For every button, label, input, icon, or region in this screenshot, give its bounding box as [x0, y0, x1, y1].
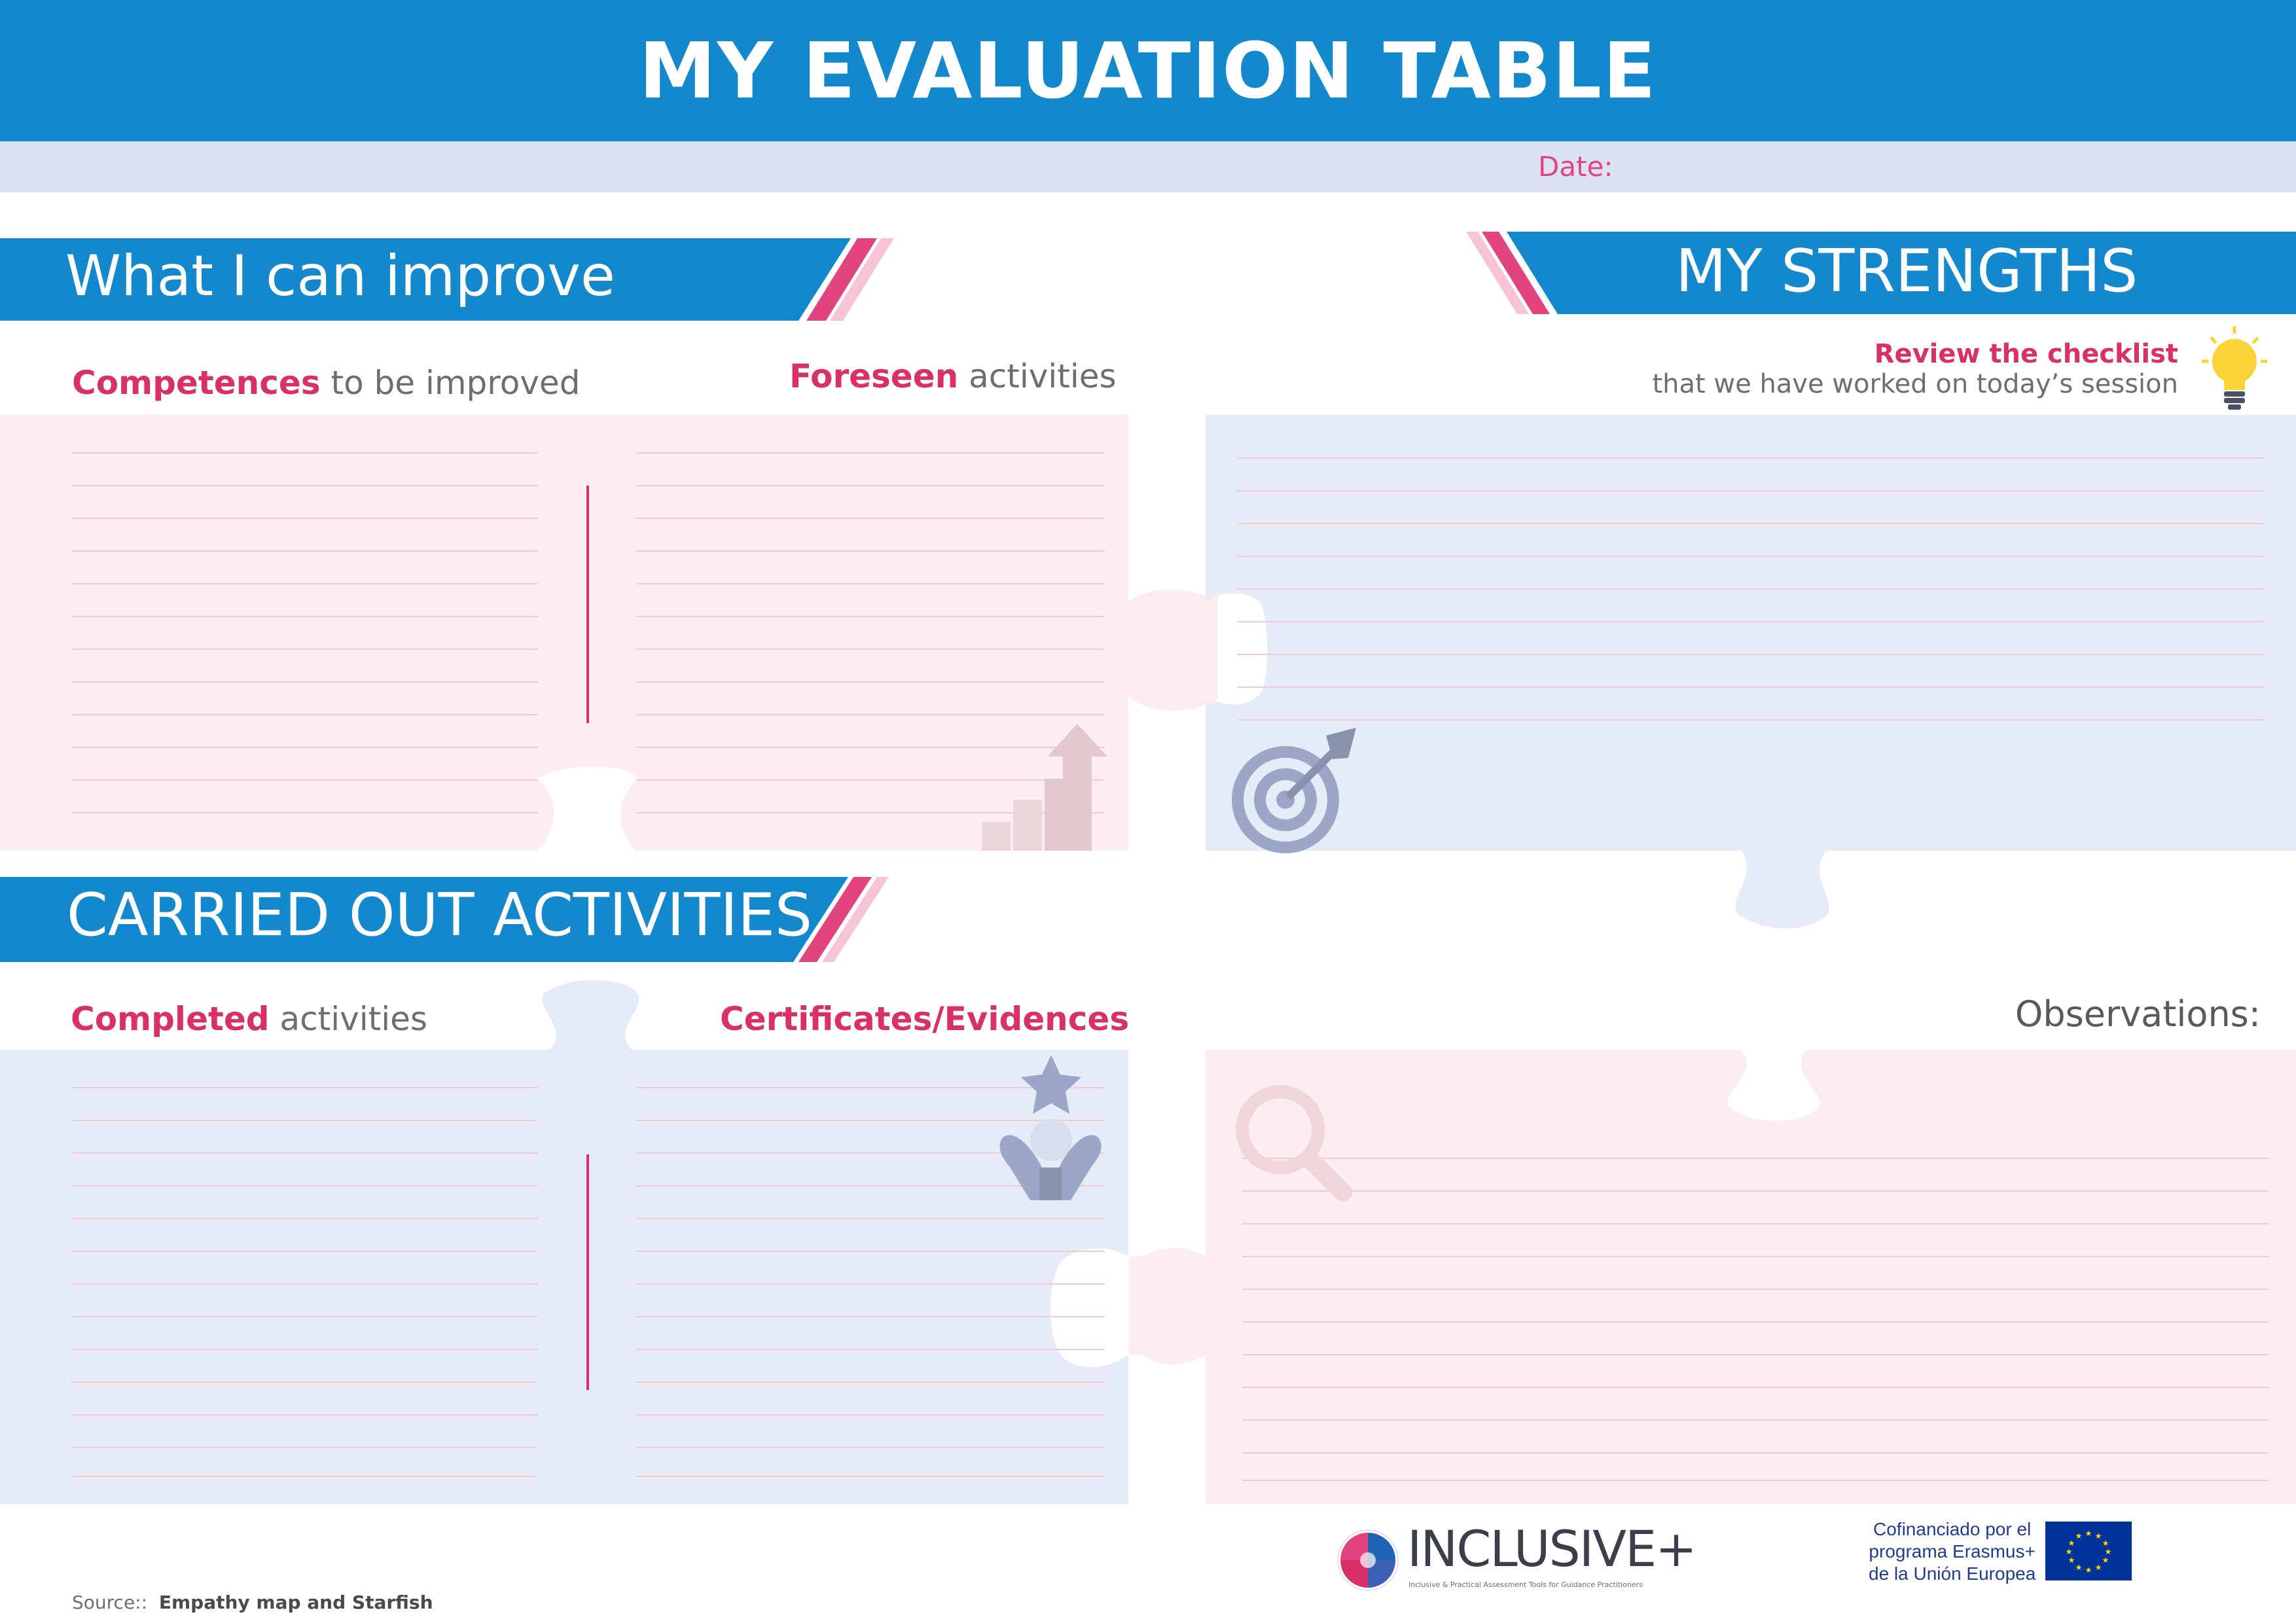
svg-text:★: ★: [2068, 1556, 2075, 1565]
page-title: MY EVALUATION TABLE: [639, 26, 1657, 116]
svg-text:★: ★: [2075, 1563, 2083, 1572]
svg-text:★: ★: [2075, 1531, 2083, 1541]
strengths-banner: [1466, 232, 2296, 314]
carried-panel: [0, 1050, 1128, 1504]
carried-banner-title: CARRIED OUT ACTIVITIES: [67, 881, 813, 950]
certificates-label: Certificates/Evidences: [720, 1000, 1130, 1038]
svg-text:★: ★: [2102, 1539, 2109, 1548]
strengths-writing-area[interactable]: [1237, 437, 2265, 725]
svg-text:★: ★: [2105, 1547, 2112, 1556]
svg-text:★: ★: [2085, 1529, 2092, 1538]
review-label: Review the checklist that we have worked…: [1652, 339, 2178, 399]
svg-text:★: ★: [2066, 1547, 2073, 1556]
eu-line-2: programa Erasmus+: [1869, 1541, 2036, 1561]
logo-name: INCLUSIVE+: [1407, 1520, 1697, 1578]
completed-highlight: Completed: [71, 1000, 270, 1038]
svg-text:★: ★: [2085, 1565, 2092, 1575]
competences-label: Competences to be improved: [72, 364, 580, 402]
review-rest: that we have worked on today’s session: [1652, 369, 2178, 399]
eu-cofunding-text: Cofinanciado por el programa Erasmus+ de…: [1869, 1518, 2036, 1585]
eu-line-1: Cofinanciado por el: [1873, 1519, 2032, 1539]
observations-panel: [1206, 1050, 2296, 1504]
competences-writing-area[interactable]: [72, 432, 538, 818]
eu-flag-icon: ★ ★ ★ ★ ★ ★ ★ ★ ★ ★ ★ ★: [2045, 1522, 2132, 1580]
carried-banner: [0, 877, 889, 962]
review-highlight: Review the checklist: [1874, 339, 2178, 369]
date-label: Date:: [1538, 151, 1613, 183]
eu-line-3: de la Unión Europea: [1869, 1563, 2036, 1584]
observations-label: Observations:: [2015, 993, 2261, 1035]
lightbulb-icon: [2202, 326, 2267, 410]
award-person-icon: [999, 1055, 1102, 1200]
date-bar: [0, 141, 2296, 192]
svg-text:★: ★: [2068, 1539, 2075, 1548]
strengths-banner-title: MY STRENGTHS: [1676, 237, 2138, 306]
improve-banner-title: What I can improve: [65, 243, 615, 309]
completed-writing-area[interactable]: [72, 1067, 538, 1479]
foreseen-label: Foreseen activities: [789, 357, 1117, 395]
magnifier-icon: [1236, 1085, 1352, 1202]
improve-banner: [0, 238, 894, 321]
title-bar: MY EVALUATION TABLE: [0, 0, 2296, 141]
competences-rest: to be improved: [320, 364, 581, 402]
foreseen-rest: activities: [958, 357, 1117, 395]
target-icon: [1232, 728, 1356, 853]
observations-writing-area[interactable]: [1242, 1139, 2269, 1482]
logo-tagline: Inclusive & Practical Assessment Tools f…: [1408, 1580, 1643, 1589]
completed-label: Completed activities: [71, 1000, 427, 1038]
puzzle-logo-icon: [1337, 1529, 1399, 1591]
source-note: Source:: Empathy map and Starfish: [72, 1592, 433, 1613]
strengths-panel: [1206, 415, 2296, 851]
source-prefix: Source::: [72, 1592, 148, 1613]
competences-highlight: Competences: [72, 364, 321, 402]
source-text: Empathy map and Starfish: [158, 1592, 433, 1613]
svg-text:★: ★: [2095, 1531, 2102, 1541]
foreseen-highlight: Foreseen: [789, 357, 959, 395]
growth-arrow-icon: [982, 724, 1107, 851]
svg-text:★: ★: [2102, 1556, 2109, 1565]
completed-rest: activities: [269, 1000, 427, 1038]
svg-text:★: ★: [2095, 1563, 2102, 1572]
